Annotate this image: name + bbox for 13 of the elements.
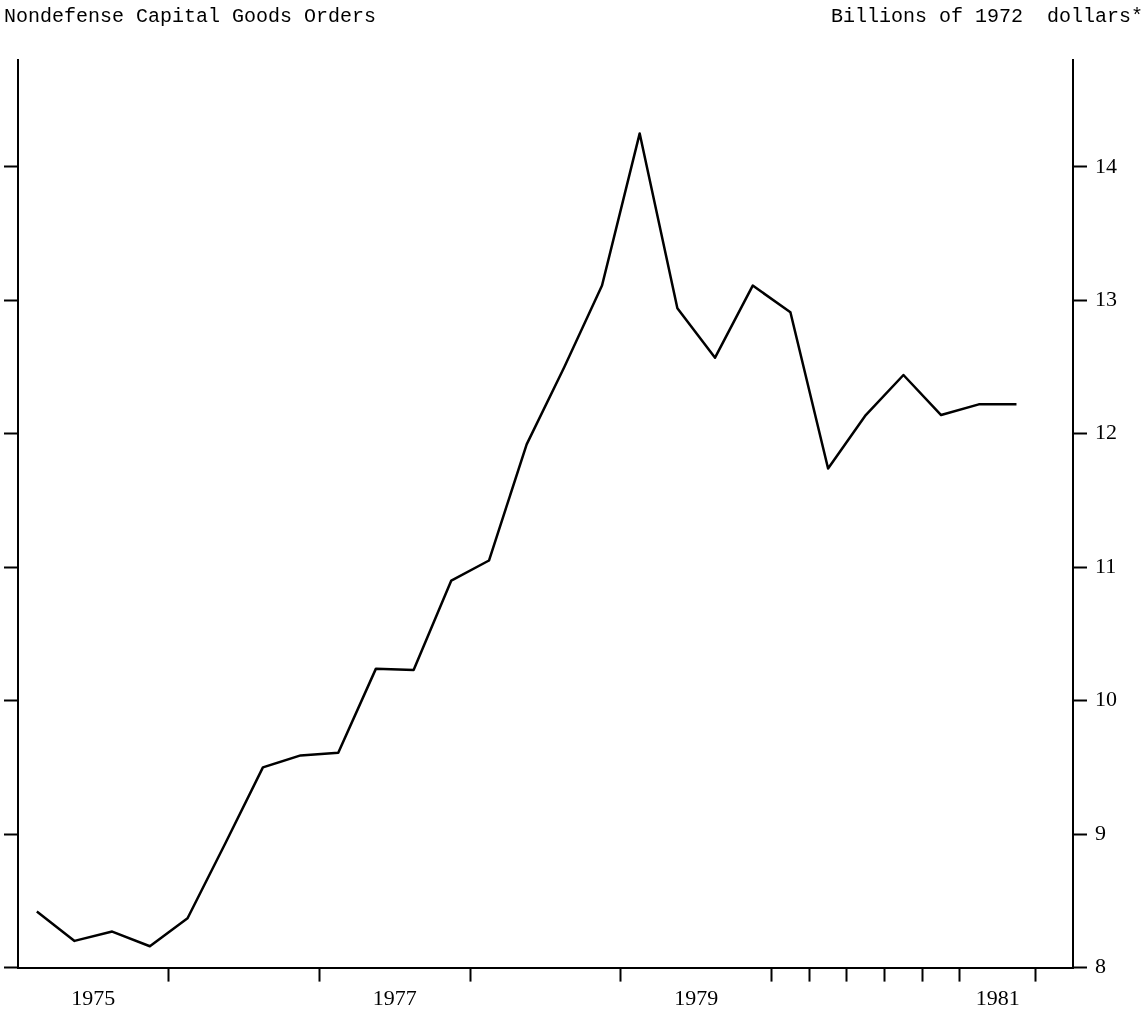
x-tick-label: 1975 [71, 984, 116, 1010]
y-tick-label: 9 [1095, 819, 1106, 845]
y-tick-label: 14 [1095, 152, 1117, 178]
y-tick-label: 13 [1095, 286, 1117, 312]
y-tick-label: 10 [1095, 686, 1117, 712]
y-tick-label: 8 [1095, 953, 1106, 979]
x-tick-label: 1979 [674, 984, 719, 1010]
chart-title: Nondefense Capital Goods Orders [4, 5, 377, 28]
y-tick-label: 11 [1095, 552, 1117, 578]
x-tick-label: 1977 [372, 984, 417, 1010]
x-tick-label: 1981 [975, 984, 1020, 1010]
y-tick-label: 12 [1095, 419, 1117, 445]
y-axis-title: Billions of 1972 dollars* [830, 5, 1143, 28]
